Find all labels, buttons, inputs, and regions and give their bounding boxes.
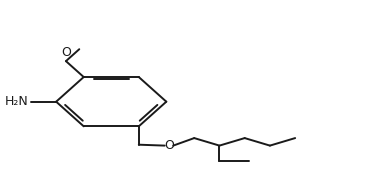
Text: O: O [61, 46, 71, 59]
Text: H₂N: H₂N [4, 95, 28, 108]
Text: O: O [164, 139, 174, 152]
